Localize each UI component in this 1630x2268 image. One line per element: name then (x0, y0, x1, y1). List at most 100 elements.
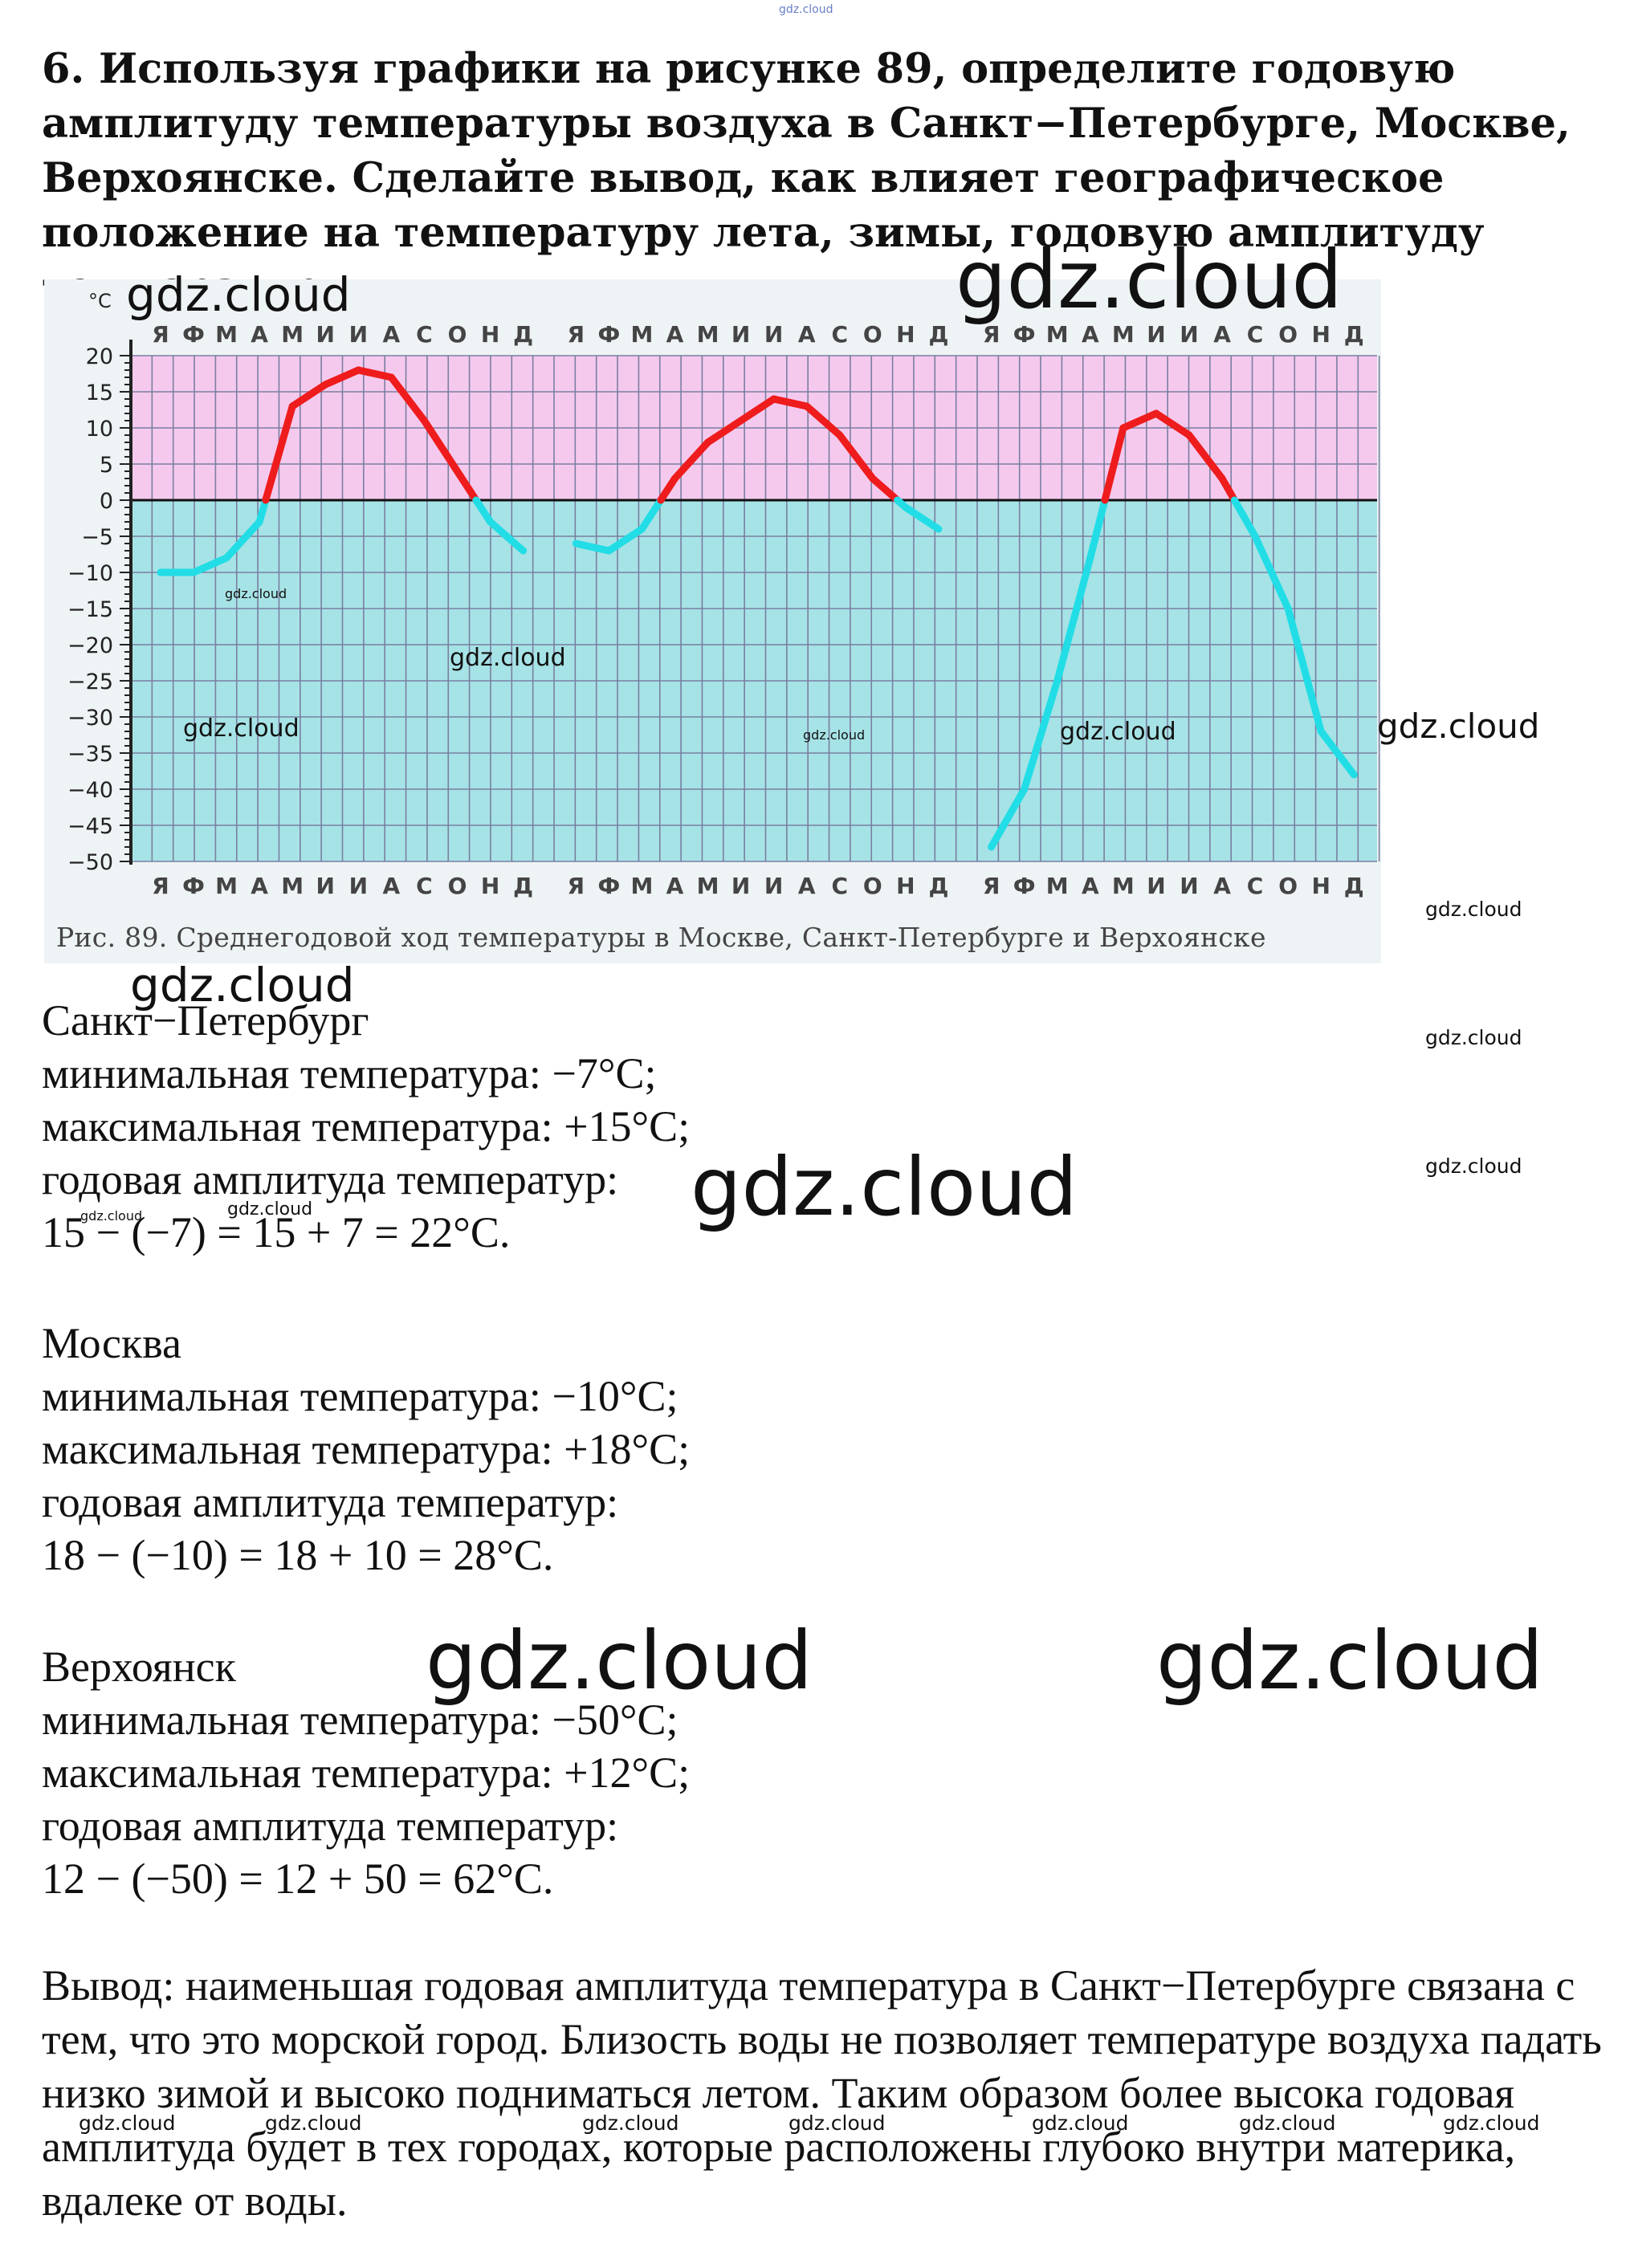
month-label-top: А (666, 321, 684, 348)
watermark: gdz.cloud (1443, 2111, 1540, 2135)
y-tick-label: −50 (67, 850, 113, 875)
answer-block-moscow: Москва минимальная температура: −10°С; м… (42, 1317, 690, 1582)
answer-block-verkhoyansk: Верхоянск минимальная температура: −50°С… (42, 1640, 690, 1905)
watermark: gdz.cloud (450, 644, 566, 672)
watermark: gdz.cloud (80, 1208, 143, 1224)
series-segment-warm (1101, 424, 1127, 504)
y-tick-label: −45 (67, 814, 113, 839)
series-segment-warm (420, 417, 461, 475)
max-temp: максимальная температура: +18°С; (42, 1425, 691, 1473)
month-label-top: О (1278, 321, 1298, 348)
month-label-bottom: С (416, 873, 433, 899)
month-label-bottom: Д (928, 873, 948, 899)
month-label-top: О (863, 321, 882, 348)
month-label-bottom: М (630, 873, 653, 899)
y-tick-label: −20 (67, 633, 113, 658)
month-label-top: Я (983, 321, 1000, 348)
amplitude-calc: 18 − (−10) = 18 + 10 = 28°С. (42, 1531, 554, 1579)
watermark: gdz.cloud (1239, 2111, 1336, 2135)
watermark: gdz.cloud (1060, 718, 1176, 746)
series-segment-warm (354, 366, 395, 381)
month-label-bottom: А (798, 873, 816, 899)
series-segment-cold (487, 518, 528, 555)
y-tick-label: 5 (100, 453, 113, 478)
month-label-bottom: Н (481, 873, 499, 899)
month-label-bottom: А (251, 873, 268, 899)
series-segment-cold (988, 785, 1029, 851)
city-name: Верхоянск (42, 1643, 236, 1691)
watermark: gdz.cloud (779, 3, 833, 16)
month-label-top: А (1082, 321, 1099, 348)
watermark: gdz.cloud (1032, 2111, 1129, 2135)
month-label-bottom: А (1213, 873, 1231, 899)
month-label-bottom: Ф (597, 873, 620, 899)
series-segment-warm (288, 381, 329, 410)
y-tick-label: 20 (86, 344, 113, 369)
month-label-bottom: Н (1311, 873, 1330, 899)
max-temp: максимальная температура: +15°С; (42, 1102, 691, 1150)
month-label-bottom: О (863, 873, 882, 899)
month-label-top: И (731, 321, 750, 348)
watermark: gdz.cloud (803, 727, 866, 743)
series-segment-warm (387, 373, 428, 425)
series-segment-warm (1185, 431, 1226, 483)
month-label-bottom: М (1046, 873, 1069, 899)
watermark: gdz.cloud (1425, 1026, 1522, 1049)
max-temp: максимальная температура: +12°С; (42, 1749, 691, 1797)
y-tick-label: −30 (67, 706, 113, 731)
figure-caption: Рис. 89. Среднегодовой ход температуры в… (56, 922, 1266, 953)
watermark: gdz.cloud (227, 1199, 313, 1220)
series-segment-warm (704, 417, 745, 446)
series-segment-cold (255, 496, 270, 526)
month-label-top: Ф (182, 321, 205, 348)
month-label-bottom: И (1180, 873, 1198, 899)
watermark: gdz.cloud (79, 2111, 176, 2135)
month-label-top: С (416, 321, 433, 348)
month-label-top: А (251, 321, 268, 348)
month-label-top: М (1046, 321, 1069, 348)
y-tick-label: −10 (67, 561, 113, 586)
month-label-top: А (1213, 321, 1231, 348)
month-label-bottom: М (697, 873, 719, 899)
series-segment-warm (321, 366, 362, 389)
month-label-bottom: Ф (182, 873, 205, 899)
series-segment-cold (222, 518, 263, 562)
series-segment-cold (1086, 496, 1109, 562)
series-segment-cold (1284, 605, 1325, 735)
month-label-top: С (831, 321, 848, 348)
conclusion-text: Вывод: наименьшая годовая амплитуда темп… (42, 1961, 1602, 2225)
watermark: gdz.cloud (1377, 706, 1540, 746)
month-label-bottom: И (349, 873, 368, 899)
month-label-bottom: М (215, 873, 238, 899)
month-label-top: И (349, 321, 368, 348)
series-segment-warm (737, 395, 778, 425)
watermark: gdz.cloud (1156, 1614, 1544, 1708)
month-label-bottom: Я (983, 873, 1000, 899)
month-label-bottom: Я (568, 873, 585, 899)
series-segment-warm (1218, 474, 1238, 504)
watermark: gdz.cloud (126, 267, 351, 322)
series-segment-cold (1230, 496, 1259, 540)
month-label-top: И (764, 321, 783, 348)
y-tick-label: 0 (100, 489, 113, 514)
series-segment-cold (1317, 727, 1358, 779)
month-label-top: И (316, 321, 335, 348)
month-label-top: Ф (597, 321, 620, 348)
y-tick-label: −5 (81, 525, 113, 550)
amplitude-label: годовая амплитуда температур: (42, 1155, 619, 1203)
series-segment-warm (657, 474, 678, 504)
month-label-top: А (798, 321, 816, 348)
series-segment-warm (1152, 409, 1193, 439)
month-label-bottom: С (831, 873, 848, 899)
month-label-top: А (383, 321, 401, 348)
month-label-bottom: Н (896, 873, 915, 899)
amplitude-calc: 15 − (−7) = 15 + 7 = 22°С. (42, 1208, 511, 1256)
temperature-chart: 20151050−5−10−15−20−25−30−35−40−45−50°C … (67, 290, 1380, 899)
month-label-top: Ф (1013, 321, 1036, 348)
series-segment-cold (472, 496, 495, 526)
amplitude-calc: 12 − (−50) = 12 + 50 = 62°С. (42, 1855, 554, 1903)
month-label-top: Д (928, 321, 948, 348)
month-label-top: Д (1344, 321, 1364, 348)
watermark: gdz.cloud (183, 715, 300, 743)
month-label-bottom: М (281, 873, 304, 899)
